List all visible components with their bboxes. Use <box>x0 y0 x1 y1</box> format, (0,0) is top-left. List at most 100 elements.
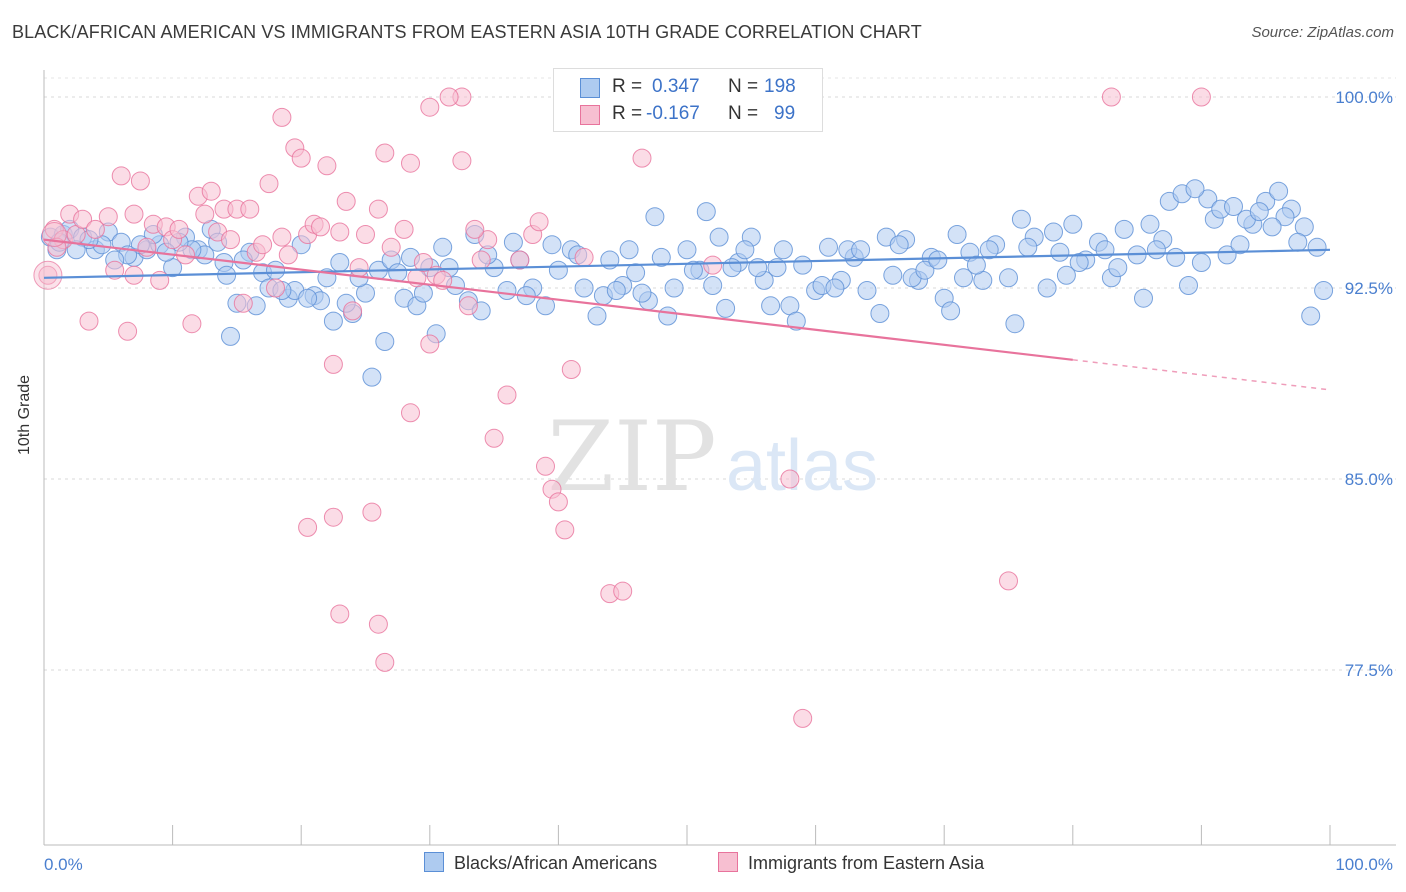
axes <box>43 70 1396 846</box>
point-blacks <box>266 260 285 280</box>
point-immigrants <box>195 204 215 224</box>
point-immigrants <box>343 301 363 321</box>
point-blacks <box>1146 240 1166 260</box>
point-immigrants <box>137 237 157 257</box>
point-immigrants <box>484 428 504 448</box>
point-immigrants <box>323 507 343 527</box>
point-blacks <box>1307 237 1327 257</box>
point-immigrants <box>124 204 144 224</box>
point-immigrants <box>85 219 105 239</box>
point-immigrants <box>420 97 440 117</box>
point-immigrants <box>1191 87 1211 107</box>
y-tick-label: 85.0% <box>1345 470 1393 489</box>
point-immigrants <box>780 469 800 489</box>
point-blacks <box>645 207 665 227</box>
point-blacks <box>966 255 986 275</box>
point-blacks <box>651 247 671 267</box>
point-blacks <box>1198 189 1218 209</box>
point-blacks <box>889 235 909 255</box>
point-immigrants <box>356 225 375 244</box>
tick-labels: 77.5% 85.0% 92.5% 100.0% 0.0% 100.0% <box>44 88 1393 874</box>
point-blacks <box>664 278 684 298</box>
point-blacks <box>928 250 948 270</box>
legend-r-label: R = <box>612 103 643 124</box>
point-immigrants <box>793 708 813 728</box>
point-blacks <box>773 240 793 260</box>
point-blacks <box>375 332 395 351</box>
point-blacks <box>947 225 967 244</box>
point-immigrants <box>33 260 63 290</box>
point-immigrants <box>298 517 318 537</box>
point-blacks <box>677 240 697 260</box>
trend-line-immigrants-extension <box>1072 359 1331 391</box>
point-immigrants <box>458 296 478 316</box>
point-immigrants <box>336 191 356 211</box>
point-blacks <box>1224 197 1243 216</box>
point-blacks <box>1314 281 1334 300</box>
point-immigrants <box>118 321 138 341</box>
point-blacks <box>1011 209 1031 229</box>
point-blacks <box>941 301 961 321</box>
point-immigrants <box>497 385 517 405</box>
point-immigrants <box>330 222 350 242</box>
trend-line-immigrants <box>43 238 1073 361</box>
stats-legend: R = 0.347 N = 198 R = -0.167 N = 99 <box>553 68 823 132</box>
point-blacks <box>1018 237 1038 257</box>
point-immigrants <box>362 502 382 522</box>
point-immigrants <box>548 492 568 512</box>
point-blacks <box>619 240 639 260</box>
point-immigrants <box>130 171 150 191</box>
point-blacks <box>1179 276 1198 295</box>
point-blacks <box>1063 214 1083 234</box>
point-blacks <box>221 326 240 346</box>
point-blacks <box>1230 235 1250 255</box>
point-blacks <box>1005 314 1025 334</box>
point-blacks <box>1301 306 1321 326</box>
point-immigrants <box>368 614 388 634</box>
y-tick-label: 77.5% <box>1345 661 1393 680</box>
point-blacks <box>323 311 343 331</box>
point-immigrants <box>465 219 485 239</box>
point-blacks <box>1262 217 1282 237</box>
point-immigrants <box>1101 87 1121 107</box>
point-blacks <box>915 260 935 280</box>
point-immigrants <box>420 334 440 354</box>
point-blacks <box>683 260 703 280</box>
bottom-legend-label-blacks: Blacks/African Americans <box>454 853 658 873</box>
y-tick-label: 92.5% <box>1345 279 1393 298</box>
point-blacks <box>658 306 678 326</box>
point-immigrants <box>375 652 395 672</box>
point-immigrants <box>253 235 273 255</box>
point-blacks <box>1269 181 1289 201</box>
point-blacks <box>1069 253 1089 272</box>
bottom-legend-swatch-pink <box>718 852 738 872</box>
point-immigrants <box>105 260 125 280</box>
point-immigrants <box>529 212 549 232</box>
point-blacks <box>793 255 813 275</box>
point-immigrants <box>266 278 285 298</box>
point-immigrants <box>47 237 67 257</box>
point-blacks <box>574 278 594 298</box>
point-immigrants <box>478 230 498 250</box>
trend-line-blacks <box>43 248 1331 279</box>
point-blacks <box>298 288 318 308</box>
watermark-zip: ZIP <box>547 401 716 513</box>
point-blacks <box>825 278 845 298</box>
x-tick-label: 0.0% <box>44 855 83 874</box>
point-immigrants <box>555 520 575 540</box>
point-blacks <box>497 281 517 300</box>
point-immigrants <box>703 255 723 275</box>
legend-swatch-blue <box>580 78 600 98</box>
point-blacks <box>767 258 787 278</box>
point-immigrants <box>375 143 395 163</box>
point-immigrants <box>413 253 433 272</box>
watermark: ZIP atlas <box>547 401 878 513</box>
point-blacks <box>1108 258 1128 278</box>
point-immigrants <box>632 148 652 168</box>
point-immigrants <box>98 207 118 227</box>
point-immigrants <box>574 247 594 267</box>
point-immigrants <box>349 258 369 278</box>
point-immigrants <box>999 571 1018 591</box>
y-tick-label: 100.0% <box>1335 88 1393 107</box>
